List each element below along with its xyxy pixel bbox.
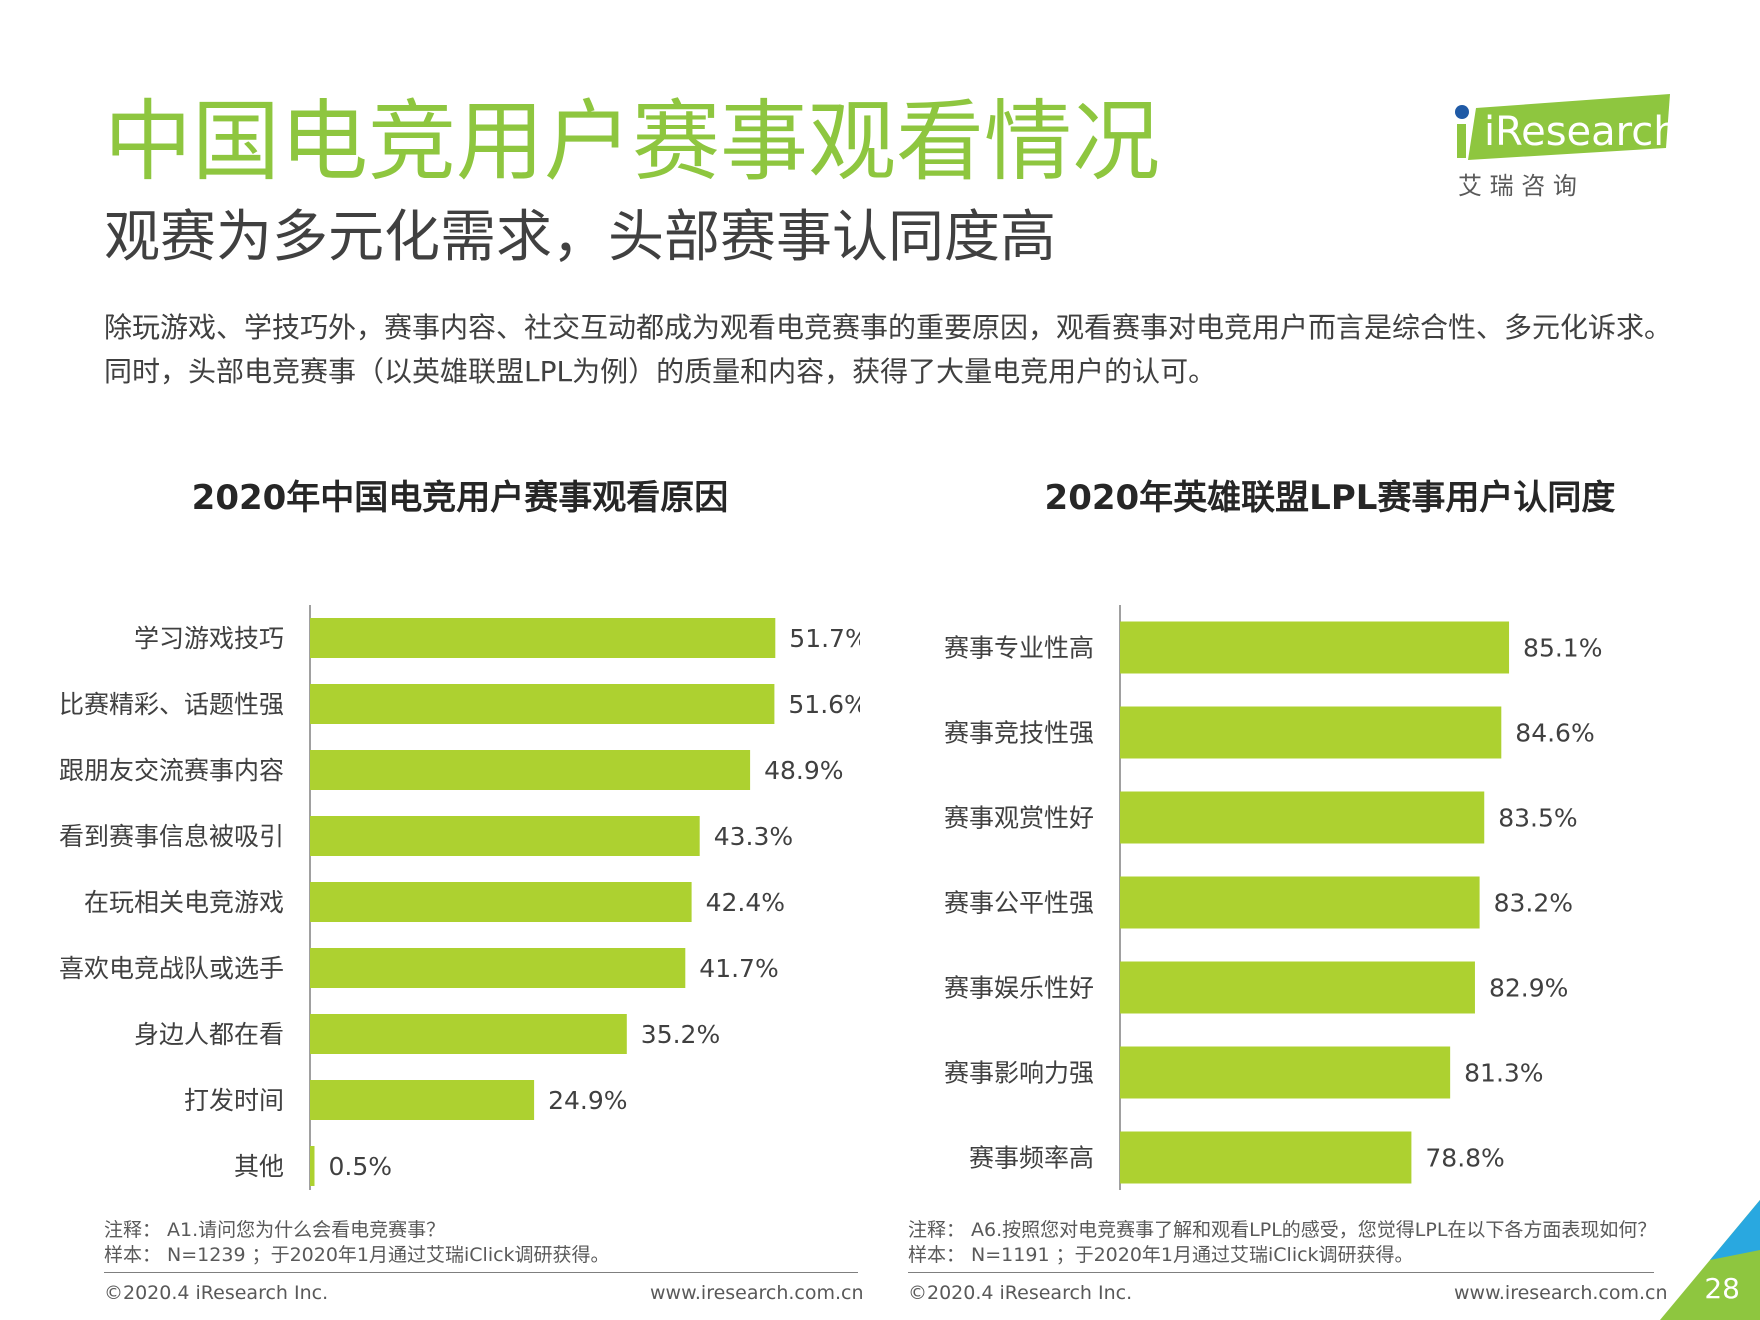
- copyright-right: ©2020.4 iResearch Inc.: [908, 1282, 1133, 1304]
- bar: [310, 882, 692, 922]
- logo-text: iResearch: [1484, 109, 1679, 155]
- logo-graphic: iResearch 艾 瑞 咨 询: [1455, 94, 1679, 200]
- logo-cn-text: 艾 瑞 咨 询: [1458, 172, 1577, 200]
- bar: [1120, 876, 1480, 929]
- category-label: 在玩相关电竞游戏: [84, 888, 284, 917]
- category-label: 打发时间: [184, 1086, 284, 1115]
- category-label: 赛事影响力强: [944, 1059, 1094, 1088]
- data-label: 51.6%: [788, 690, 860, 719]
- data-label: 42.4%: [706, 888, 785, 917]
- category-label: 跟朋友交流赛事内容: [59, 756, 284, 785]
- note-left: 注释： A1.请问您为什么会看电竞赛事？: [104, 1219, 446, 1241]
- data-label: 85.1%: [1523, 634, 1602, 663]
- bar: [1120, 961, 1475, 1014]
- data-label: 83.2%: [1494, 889, 1573, 918]
- bar: [1120, 791, 1485, 844]
- copyright-left: ©2020.4 iResearch Inc.: [104, 1282, 329, 1304]
- data-label: 51.7%: [789, 624, 860, 653]
- bar: [1120, 1131, 1412, 1184]
- bar: [1120, 1046, 1451, 1099]
- bar: [310, 816, 700, 856]
- category-label: 赛事公平性强: [944, 889, 1094, 918]
- intro-paragraph: 除玩游戏、学技巧外，赛事内容、社交互动都成为观看电竞赛事的重要原因，观看赛事对电…: [104, 311, 1673, 388]
- chart-title-lpl: 2020年英雄联盟LPL赛事用户认同度: [1044, 478, 1616, 518]
- category-label: 学习游戏技巧: [134, 624, 284, 653]
- footer-rule-left: [104, 1272, 858, 1273]
- bar: [310, 1146, 315, 1186]
- note-right: 注释： A6.按照您对电竞赛事了解和观看LPL的感受，您觉得LPL在以下各方面表…: [908, 1219, 1657, 1241]
- corner-decoration: [1660, 1200, 1760, 1320]
- category-label: 其他: [234, 1152, 284, 1181]
- category-label: 比赛精彩、话题性强: [59, 690, 284, 719]
- data-label: 84.6%: [1515, 719, 1594, 748]
- category-label: 赛事娱乐性好: [944, 974, 1094, 1003]
- bar: [310, 684, 775, 724]
- chart-reasons: 学习游戏技巧 51.7% 比赛精彩、话题性强 51.6% 跟朋友交流赛事内容 48.9% 看…: [59, 605, 860, 1190]
- category-label: 喜欢电竞战队或选手: [59, 954, 284, 983]
- sample-left: 样本： N=1239 ；于2020年1月通过艾瑞iClick调研获得。: [104, 1244, 610, 1266]
- data-label: 83.5%: [1498, 804, 1577, 833]
- data-label: 35.2%: [641, 1020, 720, 1049]
- page-subtitle: 观赛为多元化需求，头部赛事认同度高: [104, 205, 1056, 270]
- data-label: 82.9%: [1489, 974, 1568, 1003]
- chart-lpl: 赛事专业性高 85.1% 赛事竞技性强 84.6% 赛事观赏性好 83.5% 赛事公平性强 8…: [944, 605, 1602, 1190]
- logo-dot-icon: [1455, 105, 1469, 119]
- chart-title-reasons: 2020年中国电竞用户赛事观看原因: [191, 478, 729, 518]
- corner-triangle-blue: [1710, 1200, 1760, 1260]
- logo-i-stem: [1457, 124, 1466, 158]
- bar: [310, 948, 686, 988]
- category-label: 赛事频率高: [969, 1144, 1094, 1173]
- bar: [310, 618, 776, 658]
- category-label: 赛事专业性高: [944, 634, 1094, 663]
- page-title: 中国电竞用户赛事观看情况: [104, 90, 1161, 193]
- data-label: 24.9%: [548, 1086, 627, 1115]
- category-label: 看到赛事信息被吸引: [59, 822, 284, 851]
- category-label: 身边人都在看: [134, 1020, 284, 1049]
- iresearch-logo: iResearch 艾 瑞 咨 询: [1448, 90, 1688, 210]
- data-label: 41.7%: [699, 954, 778, 983]
- category-label: 赛事观赏性好: [944, 804, 1094, 833]
- logo-parallelogram: [1468, 94, 1670, 160]
- footer-rule-right: [908, 1272, 1654, 1273]
- url-right[interactable]: www.iresearch.com.cn: [1454, 1282, 1668, 1304]
- bar: [1120, 621, 1510, 674]
- sample-right: 样本： N=1191 ；于2020年1月通过艾瑞iClick调研获得。: [908, 1244, 1414, 1266]
- data-label: 81.3%: [1464, 1059, 1543, 1088]
- data-label: 78.8%: [1425, 1144, 1504, 1173]
- page-number: 28: [1704, 1272, 1740, 1305]
- bar: [1120, 706, 1502, 759]
- data-label: 48.9%: [764, 756, 843, 785]
- bar: [310, 750, 751, 790]
- bar: [310, 1014, 627, 1054]
- data-label: 0.5%: [329, 1152, 393, 1181]
- url-left[interactable]: www.iresearch.com.cn: [650, 1282, 864, 1304]
- bar: [310, 1080, 535, 1120]
- data-label: 43.3%: [714, 822, 793, 851]
- category-label: 赛事竞技性强: [944, 719, 1094, 748]
